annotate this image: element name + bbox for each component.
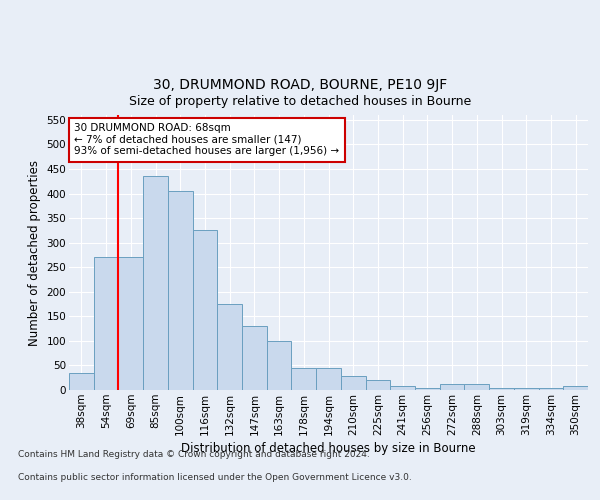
Text: Size of property relative to detached houses in Bourne: Size of property relative to detached ho… <box>129 94 471 108</box>
Text: 30, DRUMMOND ROAD, BOURNE, PE10 9JF: 30, DRUMMOND ROAD, BOURNE, PE10 9JF <box>153 78 447 92</box>
Bar <box>464 384 489 390</box>
Bar <box>242 326 267 390</box>
Bar <box>267 341 292 390</box>
Bar <box>440 384 464 390</box>
Bar <box>94 258 118 390</box>
Text: Contains public sector information licensed under the Open Government Licence v3: Contains public sector information licen… <box>18 472 412 482</box>
Bar <box>292 368 316 390</box>
Bar <box>217 304 242 390</box>
Bar <box>193 230 217 390</box>
Bar <box>316 368 341 390</box>
Bar <box>143 176 168 390</box>
Y-axis label: Number of detached properties: Number of detached properties <box>28 160 41 346</box>
Bar <box>489 388 514 390</box>
Bar <box>563 386 588 390</box>
Bar <box>341 376 365 390</box>
Text: Contains HM Land Registry data © Crown copyright and database right 2024.: Contains HM Land Registry data © Crown c… <box>18 450 370 459</box>
Bar <box>118 258 143 390</box>
Bar <box>539 388 563 390</box>
Bar <box>514 388 539 390</box>
Bar <box>390 386 415 390</box>
Bar <box>415 388 440 390</box>
Bar <box>69 373 94 390</box>
Text: 30 DRUMMOND ROAD: 68sqm
← 7% of detached houses are smaller (147)
93% of semi-de: 30 DRUMMOND ROAD: 68sqm ← 7% of detached… <box>74 123 340 156</box>
Bar <box>365 380 390 390</box>
Bar <box>168 191 193 390</box>
X-axis label: Distribution of detached houses by size in Bourne: Distribution of detached houses by size … <box>181 442 476 455</box>
